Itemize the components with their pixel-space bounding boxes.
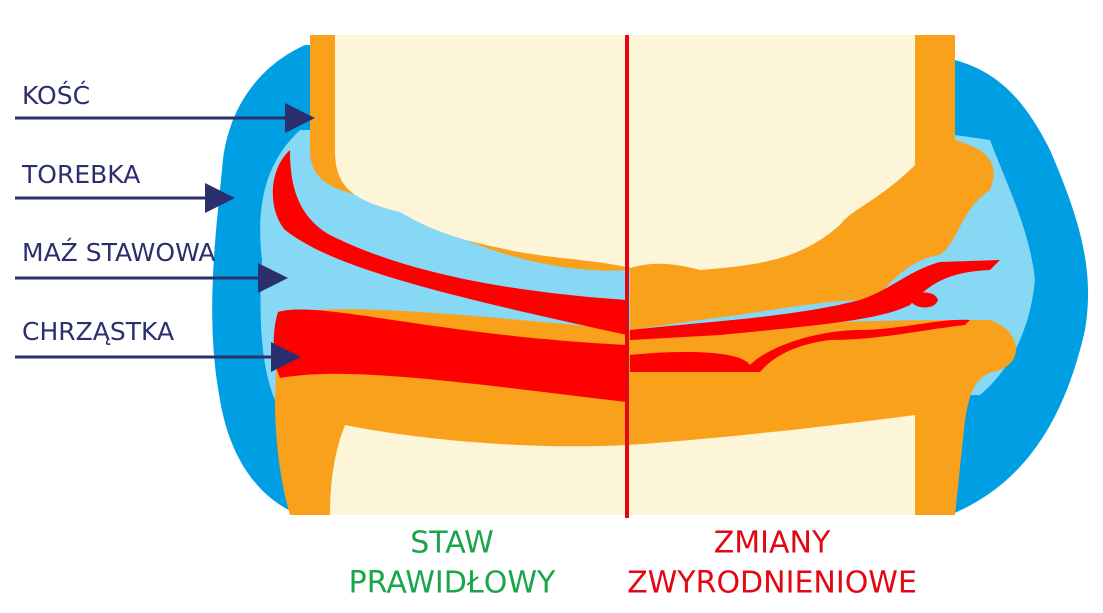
arrows — [15, 103, 315, 372]
caption: ZWYRODNIENIOWE — [627, 566, 917, 601]
caption: ZMIANY — [714, 526, 831, 561]
label: MAŹ STAWOWA — [22, 238, 216, 267]
bone-bottom-core — [330, 415, 915, 515]
cartilage-degenerated — [630, 260, 1000, 372]
caption: STAW — [410, 526, 494, 561]
label: CHRZĄSTKA — [22, 317, 174, 346]
cartilage-bottom — [273, 309, 627, 402]
label: TOREBKA — [21, 160, 140, 189]
cartilage-top — [272, 150, 627, 335]
caption: PRAWIDŁOWY — [349, 566, 556, 601]
label: KOŚĆ — [22, 80, 90, 110]
